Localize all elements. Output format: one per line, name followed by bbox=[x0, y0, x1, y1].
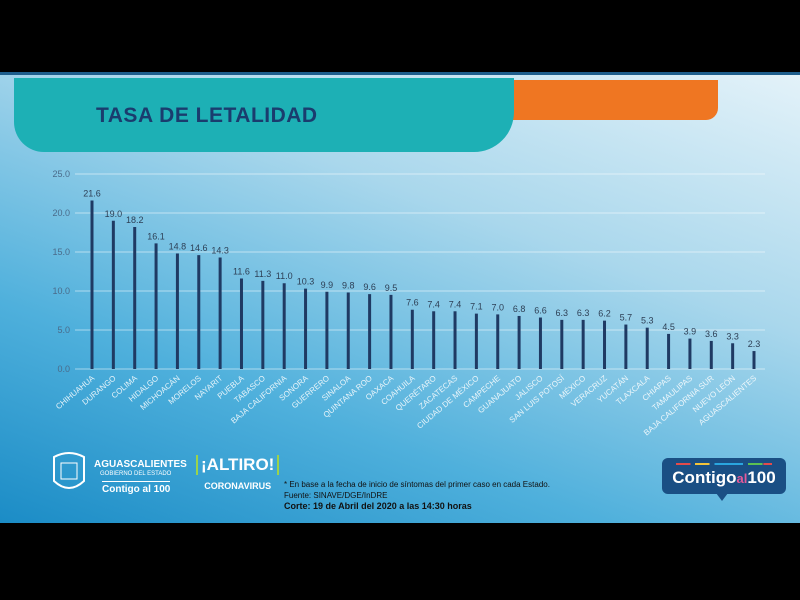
coat-of-arms-icon bbox=[53, 452, 85, 489]
data-label: 11.0 bbox=[276, 271, 293, 281]
data-label: 21.6 bbox=[83, 189, 101, 199]
aguascalientes-logo: AGUASCALIENTES GOBIERNO DEL ESTADO Conti… bbox=[50, 451, 187, 500]
y-tick-label: 15.0 bbox=[52, 247, 70, 257]
data-label: 6.3 bbox=[577, 308, 590, 318]
y-tick-label: 10.0 bbox=[52, 286, 70, 296]
data-label: 3.9 bbox=[684, 327, 697, 337]
data-label: 10.3 bbox=[297, 277, 315, 287]
data-label: 5.3 bbox=[641, 316, 654, 326]
data-label: 6.3 bbox=[556, 308, 569, 318]
page-title: TASA DE LETALIDAD bbox=[96, 104, 318, 127]
data-label: 3.6 bbox=[705, 329, 718, 339]
data-label: 6.8 bbox=[513, 304, 526, 314]
data-label: 7.4 bbox=[427, 299, 440, 309]
data-label: 4.5 bbox=[662, 322, 675, 332]
data-label: 14.3 bbox=[211, 245, 229, 255]
top-divider bbox=[0, 72, 800, 75]
data-label: 7.0 bbox=[491, 302, 504, 312]
data-label: 18.2 bbox=[126, 215, 144, 225]
lethality-bar-chart: 0.05.010.015.020.025.021.6CHIHUAHUA19.0D… bbox=[52, 169, 765, 437]
cutoff-note: Corte: 19 de Abril del 2020 a las 14:30 … bbox=[284, 501, 472, 511]
footnote: * En base a la fecha de inicio de síntom… bbox=[284, 480, 550, 489]
y-tick-label: 20.0 bbox=[52, 208, 70, 218]
data-label: 6.6 bbox=[534, 306, 547, 316]
footnotes: * En base a la fecha de inicio de síntom… bbox=[284, 479, 550, 512]
y-tick-label: 25.0 bbox=[52, 169, 70, 179]
source-note: Fuente: SINAVE/DGE/InDRE bbox=[284, 491, 388, 500]
data-label: 9.5 bbox=[385, 283, 398, 293]
data-label: 14.6 bbox=[190, 243, 208, 253]
data-label: 11.3 bbox=[254, 269, 271, 279]
data-label: 9.8 bbox=[342, 281, 355, 291]
contigo-al-100-badge: Contigoal100 bbox=[662, 458, 786, 501]
data-label: 9.6 bbox=[363, 282, 376, 292]
data-label: 6.2 bbox=[598, 309, 611, 319]
title-banner: TASA DE LETALIDAD bbox=[14, 78, 514, 152]
slide: TASA DE LETALIDAD 0.0 5.0 10.0 15.0 20.0 25.0… bbox=[0, 75, 800, 523]
data-label: 9.9 bbox=[321, 280, 334, 290]
y-tick-label: 5.0 bbox=[57, 325, 70, 335]
altiro-coronavirus-logo: ¡ALTIRO! CORONAVIRUS bbox=[196, 455, 280, 491]
data-label: 2.3 bbox=[748, 339, 761, 349]
data-label: 3.3 bbox=[726, 331, 739, 341]
orange-banner bbox=[480, 80, 718, 120]
data-label: 19.0 bbox=[105, 209, 123, 219]
data-label: 14.8 bbox=[169, 242, 187, 252]
data-label: 7.6 bbox=[406, 298, 419, 308]
data-label: 16.1 bbox=[147, 231, 165, 241]
data-label: 7.4 bbox=[449, 299, 462, 309]
data-label: 11.6 bbox=[233, 267, 250, 277]
y-tick-label: 0.0 bbox=[57, 364, 70, 374]
data-label: 5.7 bbox=[620, 313, 633, 323]
data-label: 7.1 bbox=[470, 302, 483, 312]
